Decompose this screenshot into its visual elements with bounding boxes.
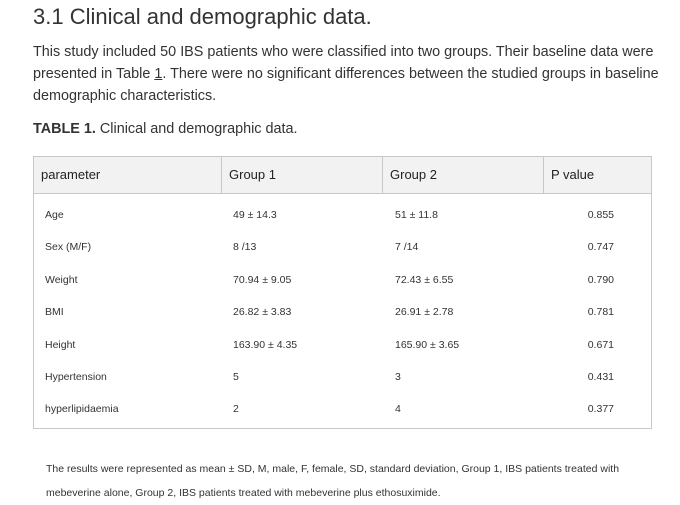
cell-group-2: 165.90 ± 3.65: [395, 339, 460, 351]
cell-group-2: 26.91 ± 2.78: [395, 306, 454, 318]
table-footnote: The results were represented as mean ± S…: [46, 463, 620, 499]
intro-paragraph: This study included 50 IBS patients who …: [33, 41, 673, 107]
table-row: Sex (M/F) 8 /13 7 /14 0.747: [34, 236, 651, 258]
table-row: hyperlipidaemia 2 4 0.377: [34, 398, 651, 420]
cell-parameter: Hypertension: [45, 371, 107, 383]
column-header-parameter: parameter: [34, 157, 222, 193]
clinical-demographic-table: parameter Group 1 Group 2 P value Age 49…: [33, 156, 652, 429]
cell-p-value: 0.671: [587, 339, 614, 351]
cell-p-value: 0.781: [587, 306, 614, 318]
table-row: Height 163.90 ± 4.35 165.90 ± 3.65 0.671: [34, 334, 651, 356]
table-row: Age 49 ± 14.3 51 ± 11.8 0.855: [34, 204, 651, 226]
cell-group-2: 7 /14: [395, 241, 419, 253]
cell-group-1: 5: [233, 371, 239, 383]
cell-p-value: 0.747: [587, 241, 614, 253]
cell-parameter: Age: [45, 209, 64, 221]
cell-group-1: 2: [233, 403, 239, 415]
cell-group-1: 163.90 ± 4.35: [233, 339, 298, 351]
table-caption-label: TABLE 1.: [33, 121, 96, 137]
table-row: Hypertension 5 3 0.431: [34, 366, 651, 388]
column-header-group-2: Group 2: [383, 157, 544, 193]
table-1-link[interactable]: 1: [154, 66, 163, 82]
table-caption: TABLE 1. Clinical and demographic data.: [33, 121, 298, 137]
cell-group-1: 49 ± 14.3: [233, 209, 277, 221]
cell-group-1: 26.82 ± 3.83: [233, 306, 292, 318]
cell-group-2: 3: [395, 371, 401, 383]
column-header-p-value: P value: [551, 167, 595, 182]
cell-group-2: 72.43 ± 6.55: [395, 274, 454, 286]
cell-p-value: 0.790: [587, 274, 614, 286]
cell-parameter: Sex (M/F): [45, 241, 92, 253]
cell-group-1: 70.94 ± 9.05: [233, 274, 292, 286]
cell-parameter: BMI: [45, 306, 64, 318]
cell-group-2: 4: [395, 403, 401, 415]
cell-group-1: 8 /13: [233, 241, 257, 253]
intro-text-after-link: . There were no significant differences …: [33, 66, 659, 104]
column-header-group-1: Group 1: [222, 157, 383, 193]
table-row: Weight 70.94 ± 9.05 72.43 ± 6.55 0.790: [34, 269, 651, 291]
cell-p-value: 0.377: [587, 403, 614, 415]
cell-p-value: 0.855: [587, 209, 614, 221]
cell-p-value: 0.431: [587, 371, 614, 383]
cell-parameter: Weight: [45, 274, 78, 286]
section-heading: 3.1 Clinical and demographic data.: [33, 4, 372, 29]
cell-parameter: hyperlipidaemia: [45, 403, 119, 415]
cell-group-2: 51 ± 11.8: [395, 209, 438, 221]
cell-parameter: Height: [45, 339, 76, 351]
table-caption-text: Clinical and demographic data.: [95, 121, 298, 137]
intro-text-before-link: This study included 50 IBS patients who …: [33, 44, 654, 82]
table-header-row: parameter Group 1 Group 2 P value: [34, 157, 651, 194]
table-row: BMI 26.82 ± 3.83 26.91 ± 2.78 0.781: [34, 301, 651, 323]
